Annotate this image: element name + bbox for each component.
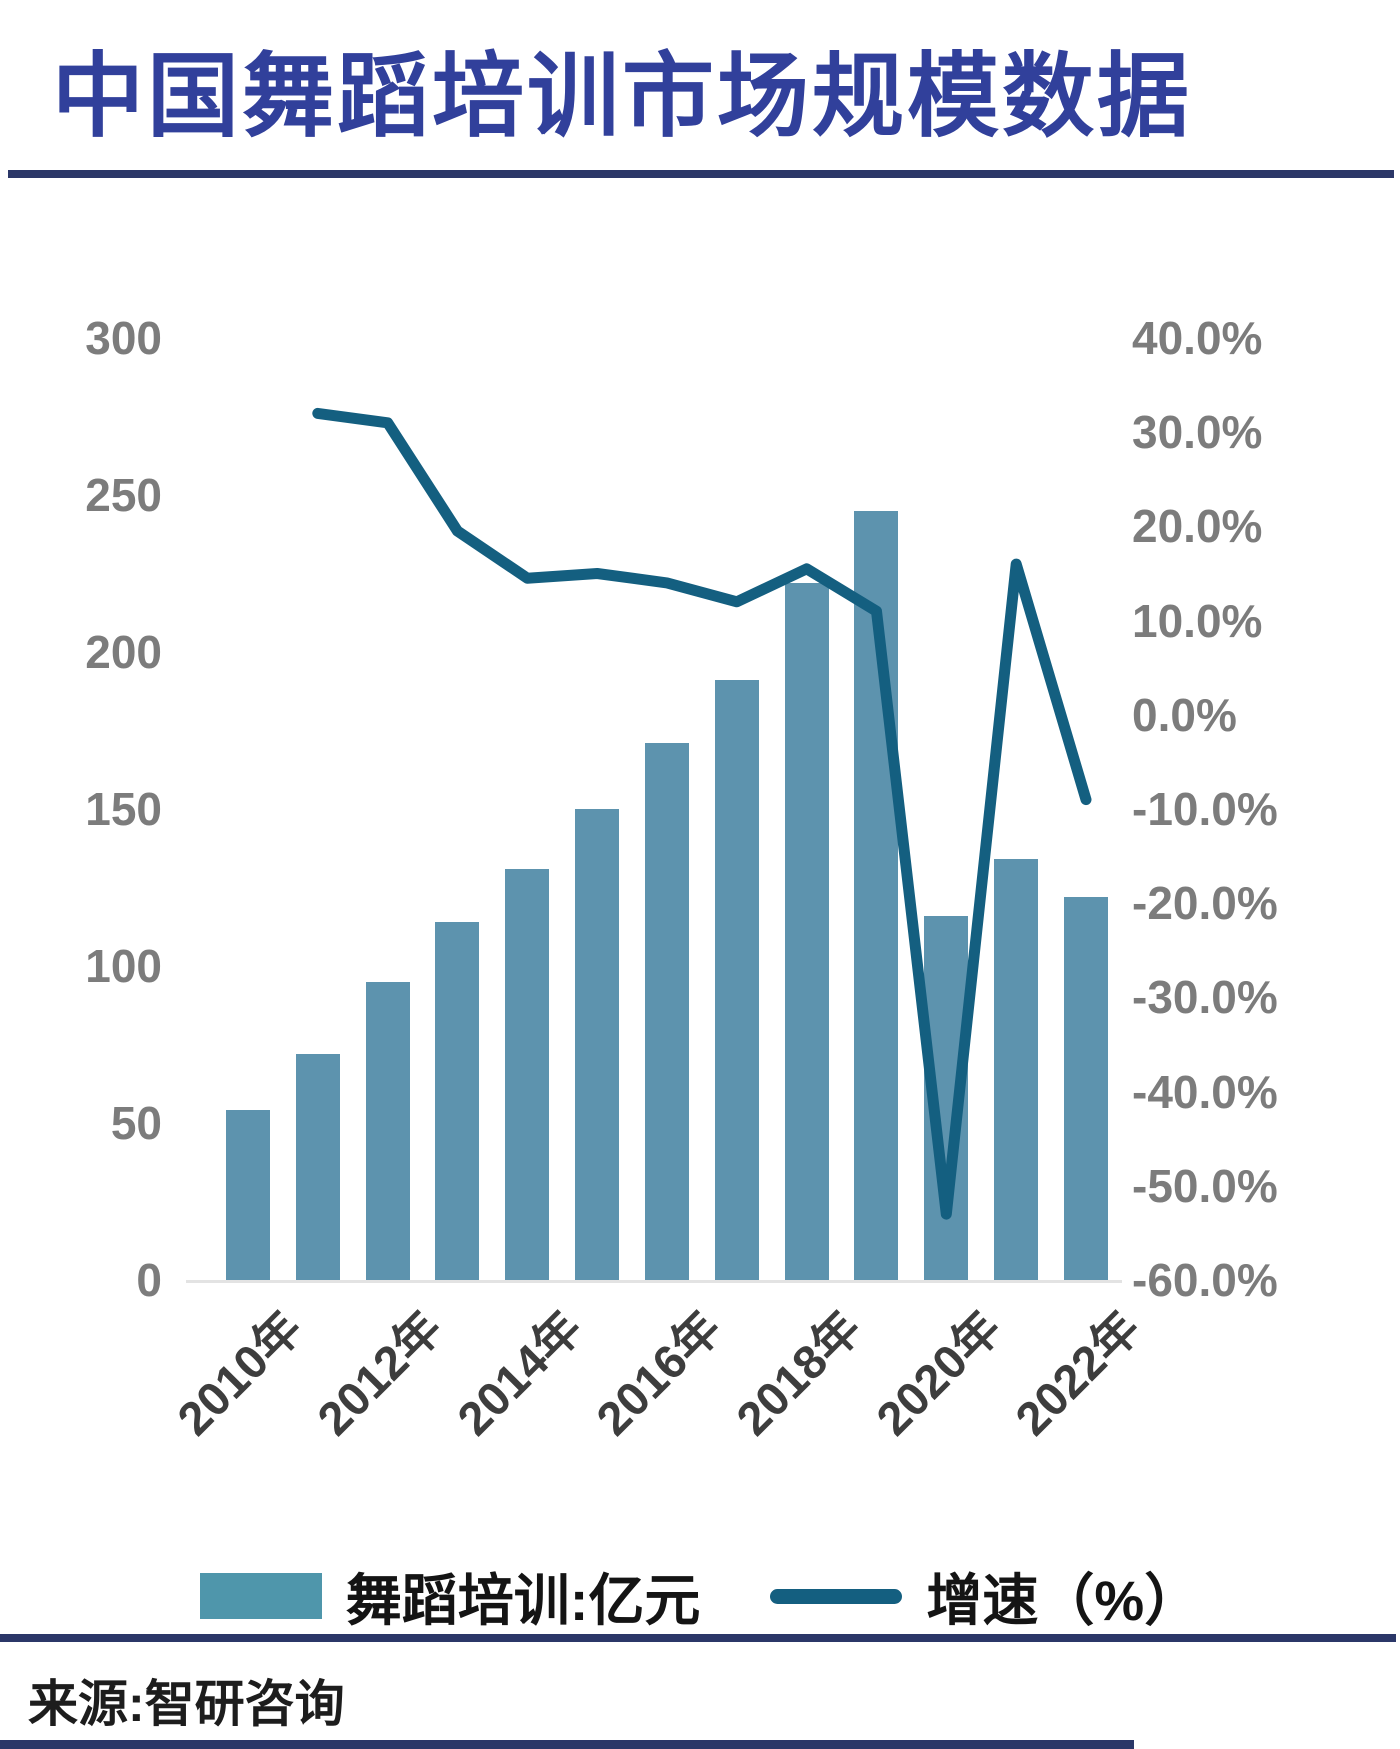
right-axis-tick: -60.0%: [1132, 1254, 1278, 1306]
left-axis-tick: 50: [110, 1097, 162, 1149]
left-axis-tick: 200: [85, 626, 162, 678]
right-axis-tick: 20.0%: [1132, 500, 1263, 553]
bar-2011年: [295, 1053, 340, 1280]
right-axis-tick: -10.0%: [1132, 783, 1278, 835]
left-axis-tick: 0: [136, 1254, 162, 1306]
legend-item-growth-rate: 增速（%）: [770, 1556, 1200, 1637]
legend-item-market-size: 舞蹈培训:亿元: [199, 1556, 701, 1637]
bar-2015年: [575, 809, 620, 1280]
right-axis-tick: 40.0%: [1132, 312, 1263, 364]
right-axis-tick: 0.0%: [1132, 688, 1237, 741]
left-axis-tick: 100: [85, 940, 162, 992]
bar-2022年: [1063, 896, 1108, 1280]
bar-2010年: [226, 1110, 270, 1280]
line-series-swatch: [770, 1588, 903, 1604]
x-axis-baseline: [186, 1280, 1122, 1283]
left-axis-tick: 250: [85, 469, 162, 521]
page-title: 中国舞蹈培训市场规模数据: [52, 46, 1193, 148]
legend-label-market-size: 舞蹈培训:亿元: [345, 1568, 701, 1632]
bottom-border-rule: [0, 1740, 1134, 1749]
growth-rate-polyline: [312, 407, 1092, 1220]
legend-label-growth-rate: 增速（%）: [926, 1568, 1201, 1632]
bar-2012年: [365, 981, 410, 1280]
bar-2016年: [644, 743, 689, 1280]
right-axis-tick: 10.0%: [1132, 594, 1263, 647]
bar-series-swatch: [199, 1573, 322, 1619]
source-label: 来源:智研咨询: [28, 1676, 345, 1732]
bar-2021年: [994, 859, 1039, 1280]
right-axis-tick: -30.0%: [1132, 971, 1278, 1024]
left-axis-tick: 150: [85, 783, 162, 835]
right-axis-tick: -50.0%: [1132, 1159, 1278, 1212]
bar-2014年: [505, 868, 550, 1280]
chart-legend: 舞蹈培训:亿元 增速（%）: [0, 1556, 1400, 1636]
bar-2013年: [435, 922, 480, 1280]
right-axis-tick: -20.0%: [1132, 877, 1278, 930]
bar-2017年: [714, 680, 759, 1280]
bar-2018年: [784, 582, 829, 1280]
right-axis-tick: 30.0%: [1132, 406, 1263, 459]
right-axis-tick: -40.0%: [1132, 1065, 1278, 1118]
left-axis-tick: 300: [85, 312, 162, 364]
title-divider-rule: [8, 170, 1394, 178]
footer-divider-rule: [0, 1634, 1396, 1642]
